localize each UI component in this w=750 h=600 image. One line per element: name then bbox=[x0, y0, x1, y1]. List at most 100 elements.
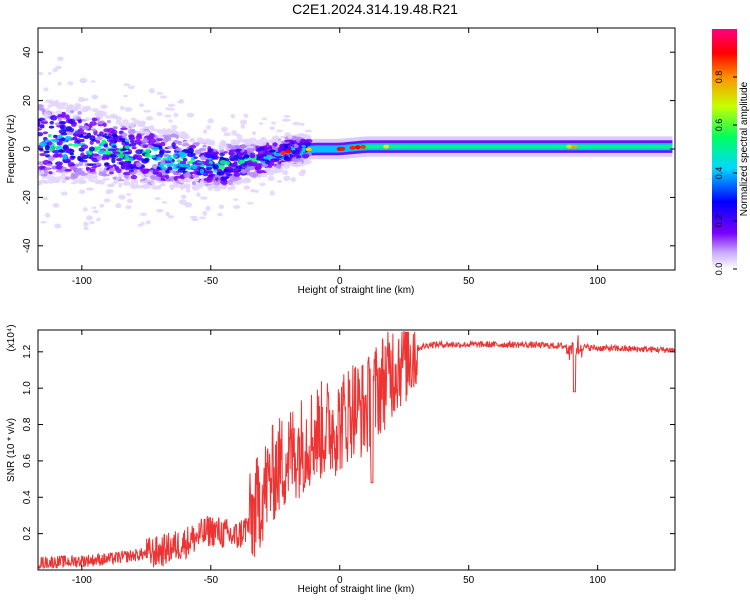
spectrogram-cell bbox=[93, 146, 98, 152]
spectrogram-cell bbox=[66, 131, 74, 135]
spectrogram-cell bbox=[180, 163, 189, 168]
spectrogram-cell bbox=[183, 172, 192, 178]
spectrogram-cell bbox=[38, 128, 42, 131]
spectrogram-cell bbox=[135, 161, 142, 168]
spectrogram-cell bbox=[218, 204, 225, 210]
spectrogram-cell bbox=[171, 124, 178, 130]
spectrogram-cell bbox=[194, 149, 202, 155]
spectrogram-cell bbox=[98, 171, 104, 176]
spectrogram-cell bbox=[264, 159, 270, 165]
spectrogram-cell bbox=[129, 142, 137, 147]
spectrogram-cell bbox=[52, 202, 60, 208]
spectrogram-cell bbox=[73, 178, 81, 184]
spectrogram-cell bbox=[158, 169, 166, 173]
spectrogram-cell bbox=[301, 147, 307, 152]
spectrogram-cell bbox=[47, 72, 52, 75]
spectrogram-cell bbox=[148, 145, 155, 149]
spectrogram-cell bbox=[71, 123, 77, 127]
spectrogram-cell bbox=[165, 174, 170, 179]
spectrogram-cell bbox=[185, 189, 191, 193]
spectrogram-cell bbox=[108, 137, 115, 143]
spectrogram-cell bbox=[139, 128, 145, 134]
spectrogram-cell bbox=[67, 81, 74, 86]
spectrogram-cell bbox=[123, 83, 130, 87]
spectrogram-cell bbox=[77, 110, 82, 115]
spectrogram-cell bbox=[191, 217, 199, 222]
spectrogram-cell bbox=[145, 116, 154, 121]
spectrogram-cell bbox=[159, 95, 168, 99]
x-tick-label: -100 bbox=[72, 276, 92, 287]
spectrogram-cell bbox=[277, 147, 283, 151]
spectrogram-cell bbox=[94, 111, 102, 117]
spectrogram-cell bbox=[133, 119, 140, 124]
spectrogram-cell bbox=[139, 212, 148, 216]
spectrogram-cell bbox=[111, 133, 118, 137]
spectrogram-cell bbox=[82, 207, 88, 212]
spectrogram-cell bbox=[237, 179, 245, 184]
spectrogram-cell bbox=[54, 153, 61, 158]
snr-y-ticks: 0.2 0.4 0.6 0.8 1.0 1.2 bbox=[22, 344, 675, 541]
spectrogram-cell bbox=[194, 183, 203, 187]
spectrogram-cell bbox=[202, 144, 207, 148]
spectrogram-cell bbox=[191, 185, 197, 190]
spectrogram-cell bbox=[205, 205, 211, 211]
spectrogram-cell bbox=[64, 176, 71, 181]
spectrogram-cell bbox=[298, 122, 305, 126]
spectrogram-cell bbox=[89, 140, 94, 145]
spectrogram-cell bbox=[118, 182, 123, 188]
spectrogram-cell bbox=[70, 172, 76, 178]
spectrogram-cell bbox=[160, 141, 166, 147]
spectrogram-cell bbox=[43, 150, 50, 154]
spectrogram-cell bbox=[257, 150, 263, 156]
spectrogram-cell bbox=[58, 134, 63, 139]
spectrogram-cell bbox=[188, 144, 197, 149]
spectrogram-cell bbox=[291, 135, 298, 141]
spectrogram-cell bbox=[249, 137, 257, 143]
spectrogram-cell bbox=[85, 187, 94, 191]
spectrogram-cell bbox=[101, 139, 107, 144]
spectrogram-cell bbox=[41, 108, 46, 113]
spectrogram-cell bbox=[304, 129, 313, 133]
spectrogram-cell bbox=[267, 175, 275, 182]
spectrogram-cell bbox=[149, 138, 157, 144]
spectrogram-cell bbox=[222, 144, 228, 148]
spectrogram-cell bbox=[171, 142, 176, 148]
snr-series-line bbox=[38, 331, 675, 570]
spectrogram-cell bbox=[38, 132, 44, 137]
spectrogram-cell bbox=[219, 164, 225, 170]
spectrogram-cell bbox=[210, 154, 218, 160]
spectrogram-cell bbox=[168, 215, 175, 219]
spectrogram-cell bbox=[134, 139, 142, 145]
spectrogram-cell bbox=[181, 133, 189, 137]
spectrogram-cell bbox=[191, 180, 196, 186]
chart-title: C2E1.2024.314.19.48.R21 bbox=[292, 1, 458, 17]
spectrogram-hotspot bbox=[280, 150, 286, 155]
spectrogram-peak-band bbox=[352, 144, 673, 150]
spectrogram-cell bbox=[117, 152, 124, 159]
spectrogram-cell bbox=[155, 137, 164, 142]
colorbar-ticks: 0.0 0.2 0.4 0.6 0.8 bbox=[714, 71, 737, 275]
spectrogram-cell bbox=[160, 166, 167, 170]
spectrogram-cell bbox=[202, 210, 208, 216]
spectrogram-cell bbox=[96, 155, 103, 161]
spectrogram-cell bbox=[64, 168, 72, 172]
spectrogram-cell bbox=[117, 178, 124, 182]
spectrogram-cell bbox=[62, 144, 69, 150]
spectrogram-cell bbox=[130, 174, 138, 180]
spectrogram-cell bbox=[275, 164, 281, 169]
spectrogram-cell bbox=[196, 137, 204, 143]
spectrogram-cell bbox=[175, 147, 183, 152]
spectrogram-cell bbox=[214, 184, 221, 188]
spectrogram-cell bbox=[226, 173, 233, 177]
spectrogram-cell bbox=[98, 143, 104, 147]
spectrogram-cell bbox=[164, 160, 172, 164]
spectrogram-cell bbox=[57, 117, 63, 122]
spectrogram-cell bbox=[189, 215, 198, 219]
spectrogram-y-label: Frequency (Hz) bbox=[6, 115, 17, 184]
spectrogram-cell bbox=[296, 157, 304, 162]
spectrogram-cell bbox=[52, 67, 58, 73]
spectrogram-cell bbox=[223, 151, 228, 154]
spectrogram-cell bbox=[259, 182, 266, 186]
spectrogram-cell bbox=[269, 190, 275, 196]
